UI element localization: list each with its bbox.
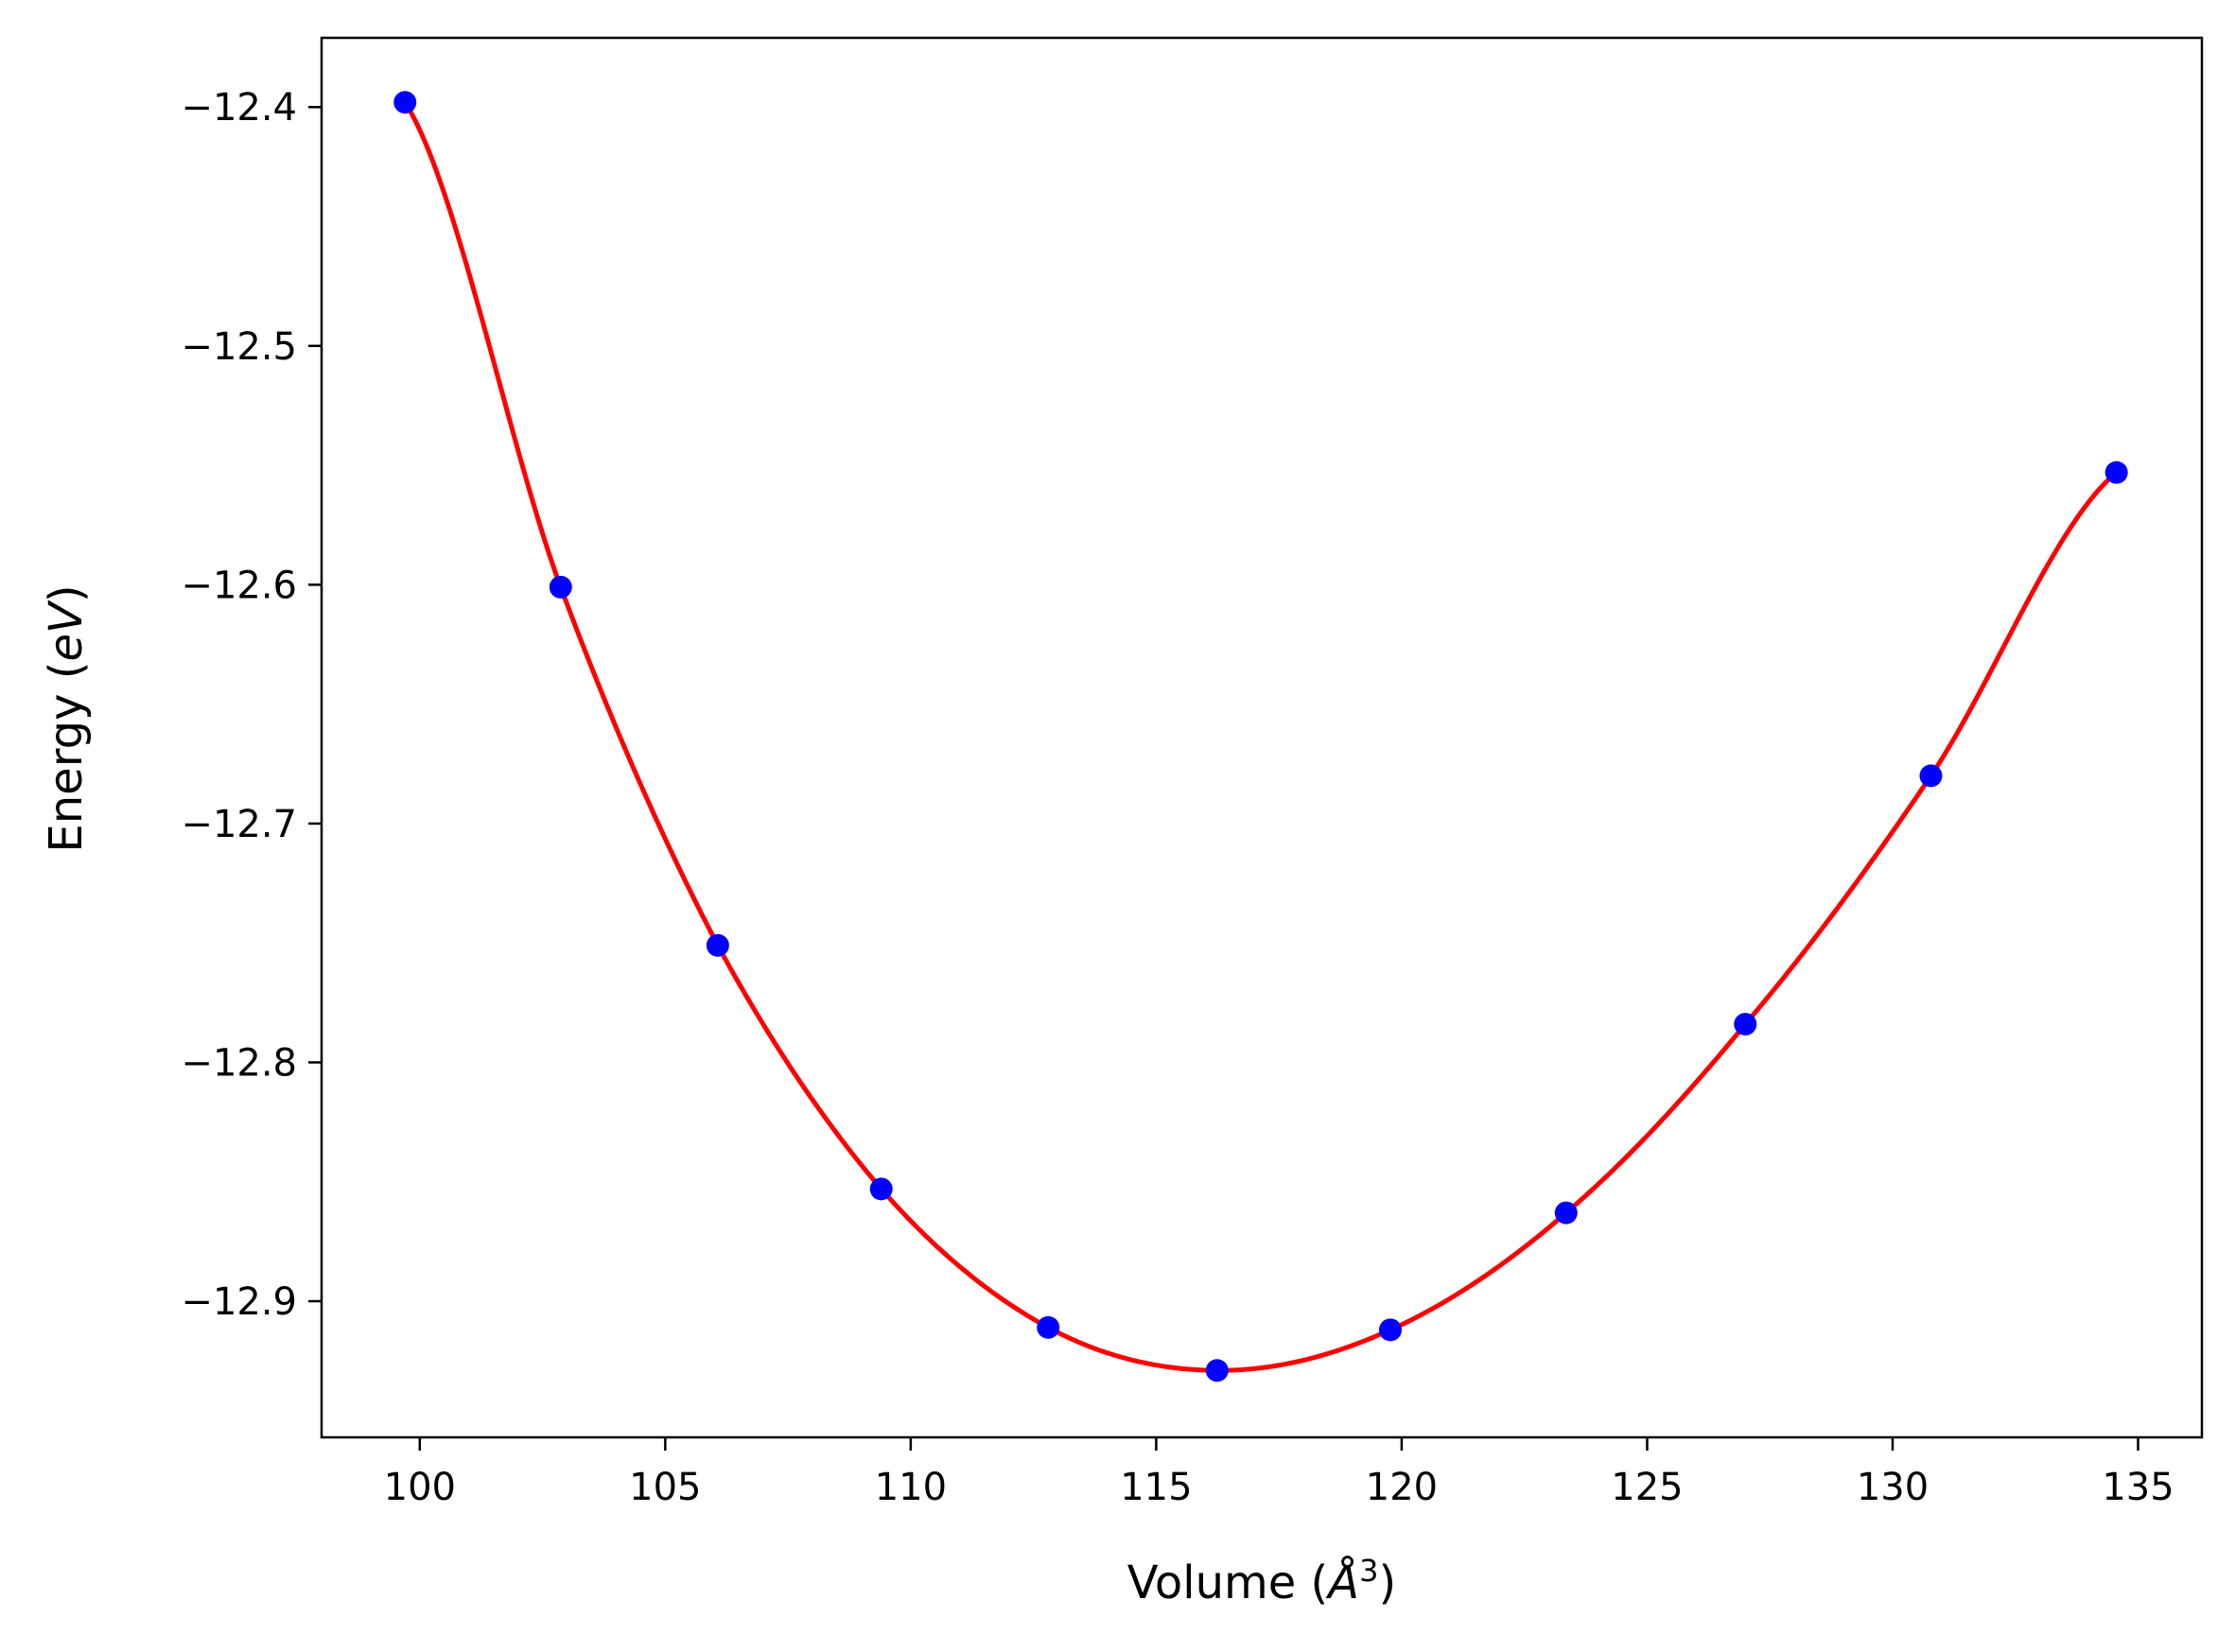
data-point [1554,1201,1578,1225]
data-point [1378,1318,1402,1342]
data-point [549,575,572,599]
x-tick-label: 120 [1366,1466,1438,1509]
y-tick-label: −12.4 [181,86,297,130]
y-tick-label: −12.9 [181,1280,297,1324]
y-axis-ticks: −12.9 −12.8 −12.7 −12.6 −12.5 −12.4 [181,86,322,1324]
y-tick-label: −12.6 [181,564,297,607]
data-points-layer [393,91,2128,1382]
y-axis-label: Energy (eV) [40,584,93,852]
x-tick-label: 110 [875,1466,947,1509]
data-point [1734,1013,1757,1036]
x-tick-label: 130 [1857,1466,1929,1509]
data-point [2104,461,2128,484]
x-tick-label: 135 [2102,1466,2174,1509]
plot-area-frame [320,36,2204,1439]
y-tick-label: −12.7 [181,803,297,846]
data-point [869,1177,893,1201]
x-tick-label: 115 [1120,1466,1192,1509]
x-axis-label: Volume (Å3) [1127,1553,1396,1609]
data-point [1037,1315,1060,1339]
x-tick-label: 125 [1611,1466,1683,1509]
y-tick-label: −12.8 [181,1041,297,1085]
data-point [1919,764,1943,788]
x-tick-label: 105 [629,1466,701,1509]
data-point [393,91,417,114]
x-tick-label: 100 [384,1466,456,1509]
x-axis-ticks: 100 105 110 115 120 125 130 135 [384,1437,2174,1509]
data-point [706,933,729,957]
y-tick-label: −12.5 [181,325,297,369]
data-point [1205,1359,1229,1382]
